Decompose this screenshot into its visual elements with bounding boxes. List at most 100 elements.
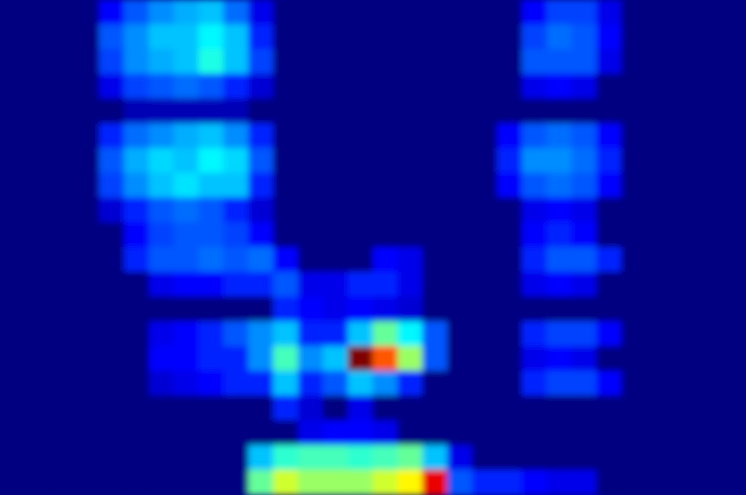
heatmap-cell <box>124 396 150 422</box>
heatmap-cell <box>348 445 374 471</box>
heatmap-cell <box>621 198 647 224</box>
heatmap-cell <box>522 99 548 125</box>
heatmap-cell <box>547 346 573 372</box>
heatmap-cell <box>472 396 498 422</box>
heatmap-cell <box>24 0 50 25</box>
heatmap-cell <box>497 198 523 224</box>
heatmap-cell <box>74 247 100 273</box>
heatmap-cell <box>198 123 224 149</box>
heatmap-cell <box>149 470 175 495</box>
heatmap-cell <box>0 396 25 422</box>
heatmap-cell <box>198 247 224 273</box>
heatmap-cell <box>646 346 672 372</box>
heatmap-cell <box>24 445 50 471</box>
heatmap-cell <box>522 173 548 199</box>
heatmap-cell <box>397 420 423 446</box>
heatmap-cell <box>149 321 175 347</box>
heatmap-cell <box>397 74 423 100</box>
heatmap-cell <box>0 24 25 50</box>
heatmap-cell <box>447 173 473 199</box>
heatmap-cell <box>74 272 100 298</box>
heatmap-cell <box>721 222 746 248</box>
heatmap-cell <box>198 173 224 199</box>
plot-area <box>0 0 746 495</box>
heatmap-cell <box>596 297 622 323</box>
heatmap-cell <box>497 420 523 446</box>
heatmap-cell <box>0 371 25 397</box>
heatmap-cell <box>0 247 25 273</box>
heatmap-cell <box>223 198 249 224</box>
heatmap-cell <box>373 396 399 422</box>
heatmap-cell <box>447 445 473 471</box>
heatmap-cell <box>571 470 597 495</box>
heatmap-cell <box>124 148 150 174</box>
heatmap-cell <box>323 222 349 248</box>
heatmap-cell <box>596 49 622 75</box>
heatmap-cell <box>547 0 573 25</box>
heatmap-cell <box>547 371 573 397</box>
heatmap-cell <box>571 99 597 125</box>
heatmap-cell <box>721 123 746 149</box>
heatmap-cell <box>497 297 523 323</box>
heatmap-cell <box>671 396 697 422</box>
heatmap-cell <box>124 445 150 471</box>
heatmap-cell <box>124 24 150 50</box>
heatmap-cell <box>547 396 573 422</box>
heatmap-cell <box>49 0 75 25</box>
heatmap-cell <box>397 396 423 422</box>
heatmap-cell <box>596 445 622 471</box>
heatmap-cell <box>472 99 498 125</box>
heatmap-cell <box>472 420 498 446</box>
heatmap-cell <box>422 24 448 50</box>
heatmap-cell <box>447 198 473 224</box>
heatmap-cell <box>397 346 423 372</box>
heatmap-cell <box>348 24 374 50</box>
heatmap-cell <box>149 420 175 446</box>
heatmap-cell <box>397 24 423 50</box>
heatmap-cell <box>721 198 746 224</box>
heatmap-cell <box>721 272 746 298</box>
heatmap-cell <box>223 321 249 347</box>
heatmap-cell <box>24 346 50 372</box>
heatmap-cell <box>497 470 523 495</box>
heatmap-cell <box>49 49 75 75</box>
heatmap-cell <box>571 297 597 323</box>
heatmap-cell <box>696 123 722 149</box>
heatmap-cell <box>373 247 399 273</box>
heatmap-cell <box>198 445 224 471</box>
heatmap-cell <box>348 420 374 446</box>
heatmap-cell <box>99 297 125 323</box>
heatmap-cell <box>522 297 548 323</box>
heatmap-cell <box>422 445 448 471</box>
heatmap-cell <box>273 445 299 471</box>
heatmap-cell <box>298 222 324 248</box>
heatmap-cell <box>323 0 349 25</box>
heatmap-cell <box>397 0 423 25</box>
heatmap-cell <box>174 396 200 422</box>
heatmap-cell <box>273 420 299 446</box>
heatmap-cell <box>696 470 722 495</box>
heatmap-cell <box>497 321 523 347</box>
heatmap-cell <box>298 24 324 50</box>
heatmap-cell <box>373 297 399 323</box>
heatmap-cell <box>198 49 224 75</box>
heatmap-cell <box>522 0 548 25</box>
heatmap-cell <box>124 247 150 273</box>
heatmap-cell <box>348 297 374 323</box>
heatmap-cell <box>547 123 573 149</box>
heatmap-cell <box>596 470 622 495</box>
heatmap-cell <box>373 470 399 495</box>
heatmap-cell <box>497 99 523 125</box>
heatmap-cell <box>721 173 746 199</box>
heatmap-cell <box>323 24 349 50</box>
heatmap-cell <box>49 173 75 199</box>
heatmap-cell <box>323 74 349 100</box>
heatmap-cell <box>49 321 75 347</box>
heatmap-cell <box>0 173 25 199</box>
heatmap-cell <box>198 297 224 323</box>
heatmap-cell <box>49 222 75 248</box>
heatmap-cell <box>497 24 523 50</box>
heatmap-cell <box>621 420 647 446</box>
heatmap-cell <box>174 198 200 224</box>
heatmap-cell <box>596 222 622 248</box>
